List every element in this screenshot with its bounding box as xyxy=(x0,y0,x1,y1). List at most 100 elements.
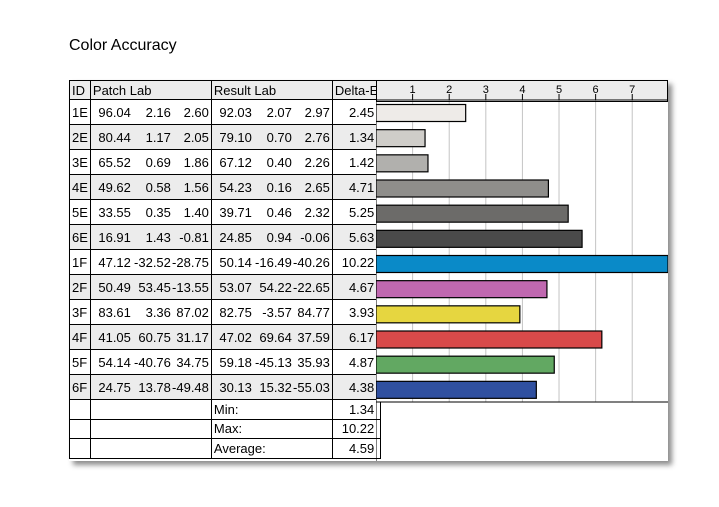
lab-value: 96.04 xyxy=(98,104,131,120)
lab-value: 41.05 xyxy=(98,329,131,345)
patch-id: 5F xyxy=(69,349,91,375)
lab-value: 0.58 xyxy=(145,179,171,195)
tick-label: 6 xyxy=(593,84,599,96)
delta-e: 6.17 xyxy=(331,324,382,350)
lab-value: 2.26 xyxy=(304,154,330,170)
color-accuracy-panel: ID Patch Lab Result Lab Delta-E 1E 96.04 2.16 2… xyxy=(69,80,668,461)
bar-5E xyxy=(376,204,569,223)
result-lab: 30.13 15.32-55.03 xyxy=(210,374,333,400)
lab-value: 1.86 xyxy=(183,154,209,170)
patch-id: 3F xyxy=(69,299,91,325)
lab-value: 31.17 xyxy=(176,329,209,345)
tick-label: 1 xyxy=(410,84,416,96)
lab-value: 47.02 xyxy=(219,329,252,345)
lab-value: 2.65 xyxy=(304,179,330,195)
lab-value: 1.56 xyxy=(183,179,209,195)
bar-4F xyxy=(376,330,603,349)
bar-2F xyxy=(376,280,548,299)
table-row: 1F 47.12 -32.52-28.75 50.14 -16.49-40.26 10.2… xyxy=(69,249,382,275)
lab-value: 0.40 xyxy=(266,154,292,170)
lab-value: 2.16 xyxy=(145,104,171,120)
lab-value: 49.62 xyxy=(98,179,131,195)
bar-1F xyxy=(376,254,668,274)
table-row: 2F 50.49 53.45-13.55 53.07 54.22-22.65 4.67 xyxy=(69,274,382,300)
result-lab: 59.18 -45.13 35.93 xyxy=(210,349,333,375)
lab-value: -22.65 xyxy=(293,279,330,295)
lab-value: 47.12 xyxy=(98,254,131,270)
table-row: 5E 33.55 0.35 1.40 39.71 0.46 2.32 5.25 xyxy=(69,199,382,225)
patch-lab: 54.14 -40.76 34.75 xyxy=(89,349,212,375)
lab-value: 2.97 xyxy=(304,104,330,120)
patch-lab: 16.91 1.43 -0.81 xyxy=(89,224,212,250)
patch-id: 4F xyxy=(69,324,91,350)
lab-value: 30.13 xyxy=(219,379,252,395)
result-lab: 24.85 0.94 -0.06 xyxy=(210,224,333,250)
delta-e: 5.25 xyxy=(331,199,382,225)
lab-value: 39.71 xyxy=(219,204,252,220)
summary-row: Average: 4.59 xyxy=(69,438,382,459)
lab-value: 37.59 xyxy=(297,329,330,345)
empty-cell xyxy=(89,418,212,439)
lab-value: 69.64 xyxy=(259,329,292,345)
result-lab: 67.12 0.40 2.26 xyxy=(210,149,333,175)
lab-value: 84.77 xyxy=(297,304,330,320)
lab-table: ID Patch Lab Result Lab Delta-E 1E 96.04 2.16 2… xyxy=(69,80,382,459)
result-lab: 54.23 0.16 2.65 xyxy=(210,174,333,200)
delta-e: 3.93 xyxy=(331,299,382,325)
table-row: 5F 54.14 -40.76 34.75 59.18 -45.13 35.93 4.87 xyxy=(69,349,382,375)
summary-label: Max: xyxy=(210,418,333,439)
lab-value: 1.43 xyxy=(145,229,171,245)
lab-value: 79.10 xyxy=(219,129,252,145)
tick-label: 4 xyxy=(519,84,525,96)
lab-value: -3.57 xyxy=(262,304,292,320)
empty-cell xyxy=(89,438,212,459)
lab-value: 2.07 xyxy=(266,104,292,120)
patch-lab: 47.12 -32.52-28.75 xyxy=(89,249,212,275)
summary-value: 4.59 xyxy=(331,438,382,459)
patch-id: 2F xyxy=(69,274,91,300)
lab-value: -0.81 xyxy=(179,229,209,245)
lab-value: 50.49 xyxy=(98,279,131,295)
lab-value: 53.45 xyxy=(138,279,171,295)
result-lab: 47.02 69.64 37.59 xyxy=(210,324,333,350)
table-row: 2E 80.44 1.17 2.05 79.10 0.70 2.76 1.34 xyxy=(69,124,382,150)
table-row: 3F 83.61 3.36 87.02 82.75 -3.57 84.77 3.93 xyxy=(69,299,382,325)
summary-label: Average: xyxy=(210,438,333,459)
page-title: Color Accuracy xyxy=(69,37,177,54)
patch-id: 1F xyxy=(69,249,91,275)
result-lab: 39.71 0.46 2.32 xyxy=(210,199,333,225)
summary-row: Min: 1.34 xyxy=(69,399,382,420)
header-id: ID xyxy=(69,80,91,100)
lab-value: 59.18 xyxy=(219,354,252,370)
lab-value: 92.03 xyxy=(219,104,252,120)
lab-value: 33.55 xyxy=(98,204,131,220)
header-de: Delta-E xyxy=(331,80,382,100)
lab-value: 13.78 xyxy=(138,379,171,395)
lab-value: 16.91 xyxy=(98,229,131,245)
summary-value: 1.34 xyxy=(331,399,382,420)
table-row: 6F 24.75 13.78-49.48 30.13 15.32-55.03 4.38 xyxy=(69,374,382,400)
patch-id: 2E xyxy=(69,124,91,150)
patch-lab: 49.62 0.58 1.56 xyxy=(89,174,212,200)
tick-label: 3 xyxy=(483,84,489,96)
delta-e: 10.22 xyxy=(331,249,382,275)
result-lab: 92.03 2.07 2.97 xyxy=(210,99,333,125)
delta-e: 4.38 xyxy=(331,374,382,400)
lab-value: 35.93 xyxy=(297,354,330,370)
lab-value: 24.85 xyxy=(219,229,252,245)
lab-value: 24.75 xyxy=(98,379,131,395)
tick-label: 7 xyxy=(629,84,635,96)
result-lab: 79.10 0.70 2.76 xyxy=(210,124,333,150)
bar-6F xyxy=(376,380,537,399)
bar-5F xyxy=(376,355,555,374)
empty-cell xyxy=(69,418,91,439)
patch-id: 1E xyxy=(69,99,91,125)
result-lab: 53.07 54.22-22.65 xyxy=(210,274,333,300)
delta-e: 4.87 xyxy=(331,349,382,375)
header-result: Result Lab xyxy=(210,80,333,100)
lab-value: 15.32 xyxy=(259,379,292,395)
summary-row: Max: 10.22 xyxy=(69,418,382,439)
lab-value: 2.76 xyxy=(304,129,330,145)
lab-value: 50.14 xyxy=(219,254,252,270)
lab-value: -40.26 xyxy=(293,254,330,270)
